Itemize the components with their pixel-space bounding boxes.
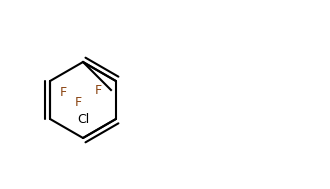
Text: F: F [59,85,67,98]
Text: F: F [94,84,102,97]
Text: F: F [75,95,82,108]
Text: Cl: Cl [77,113,89,126]
